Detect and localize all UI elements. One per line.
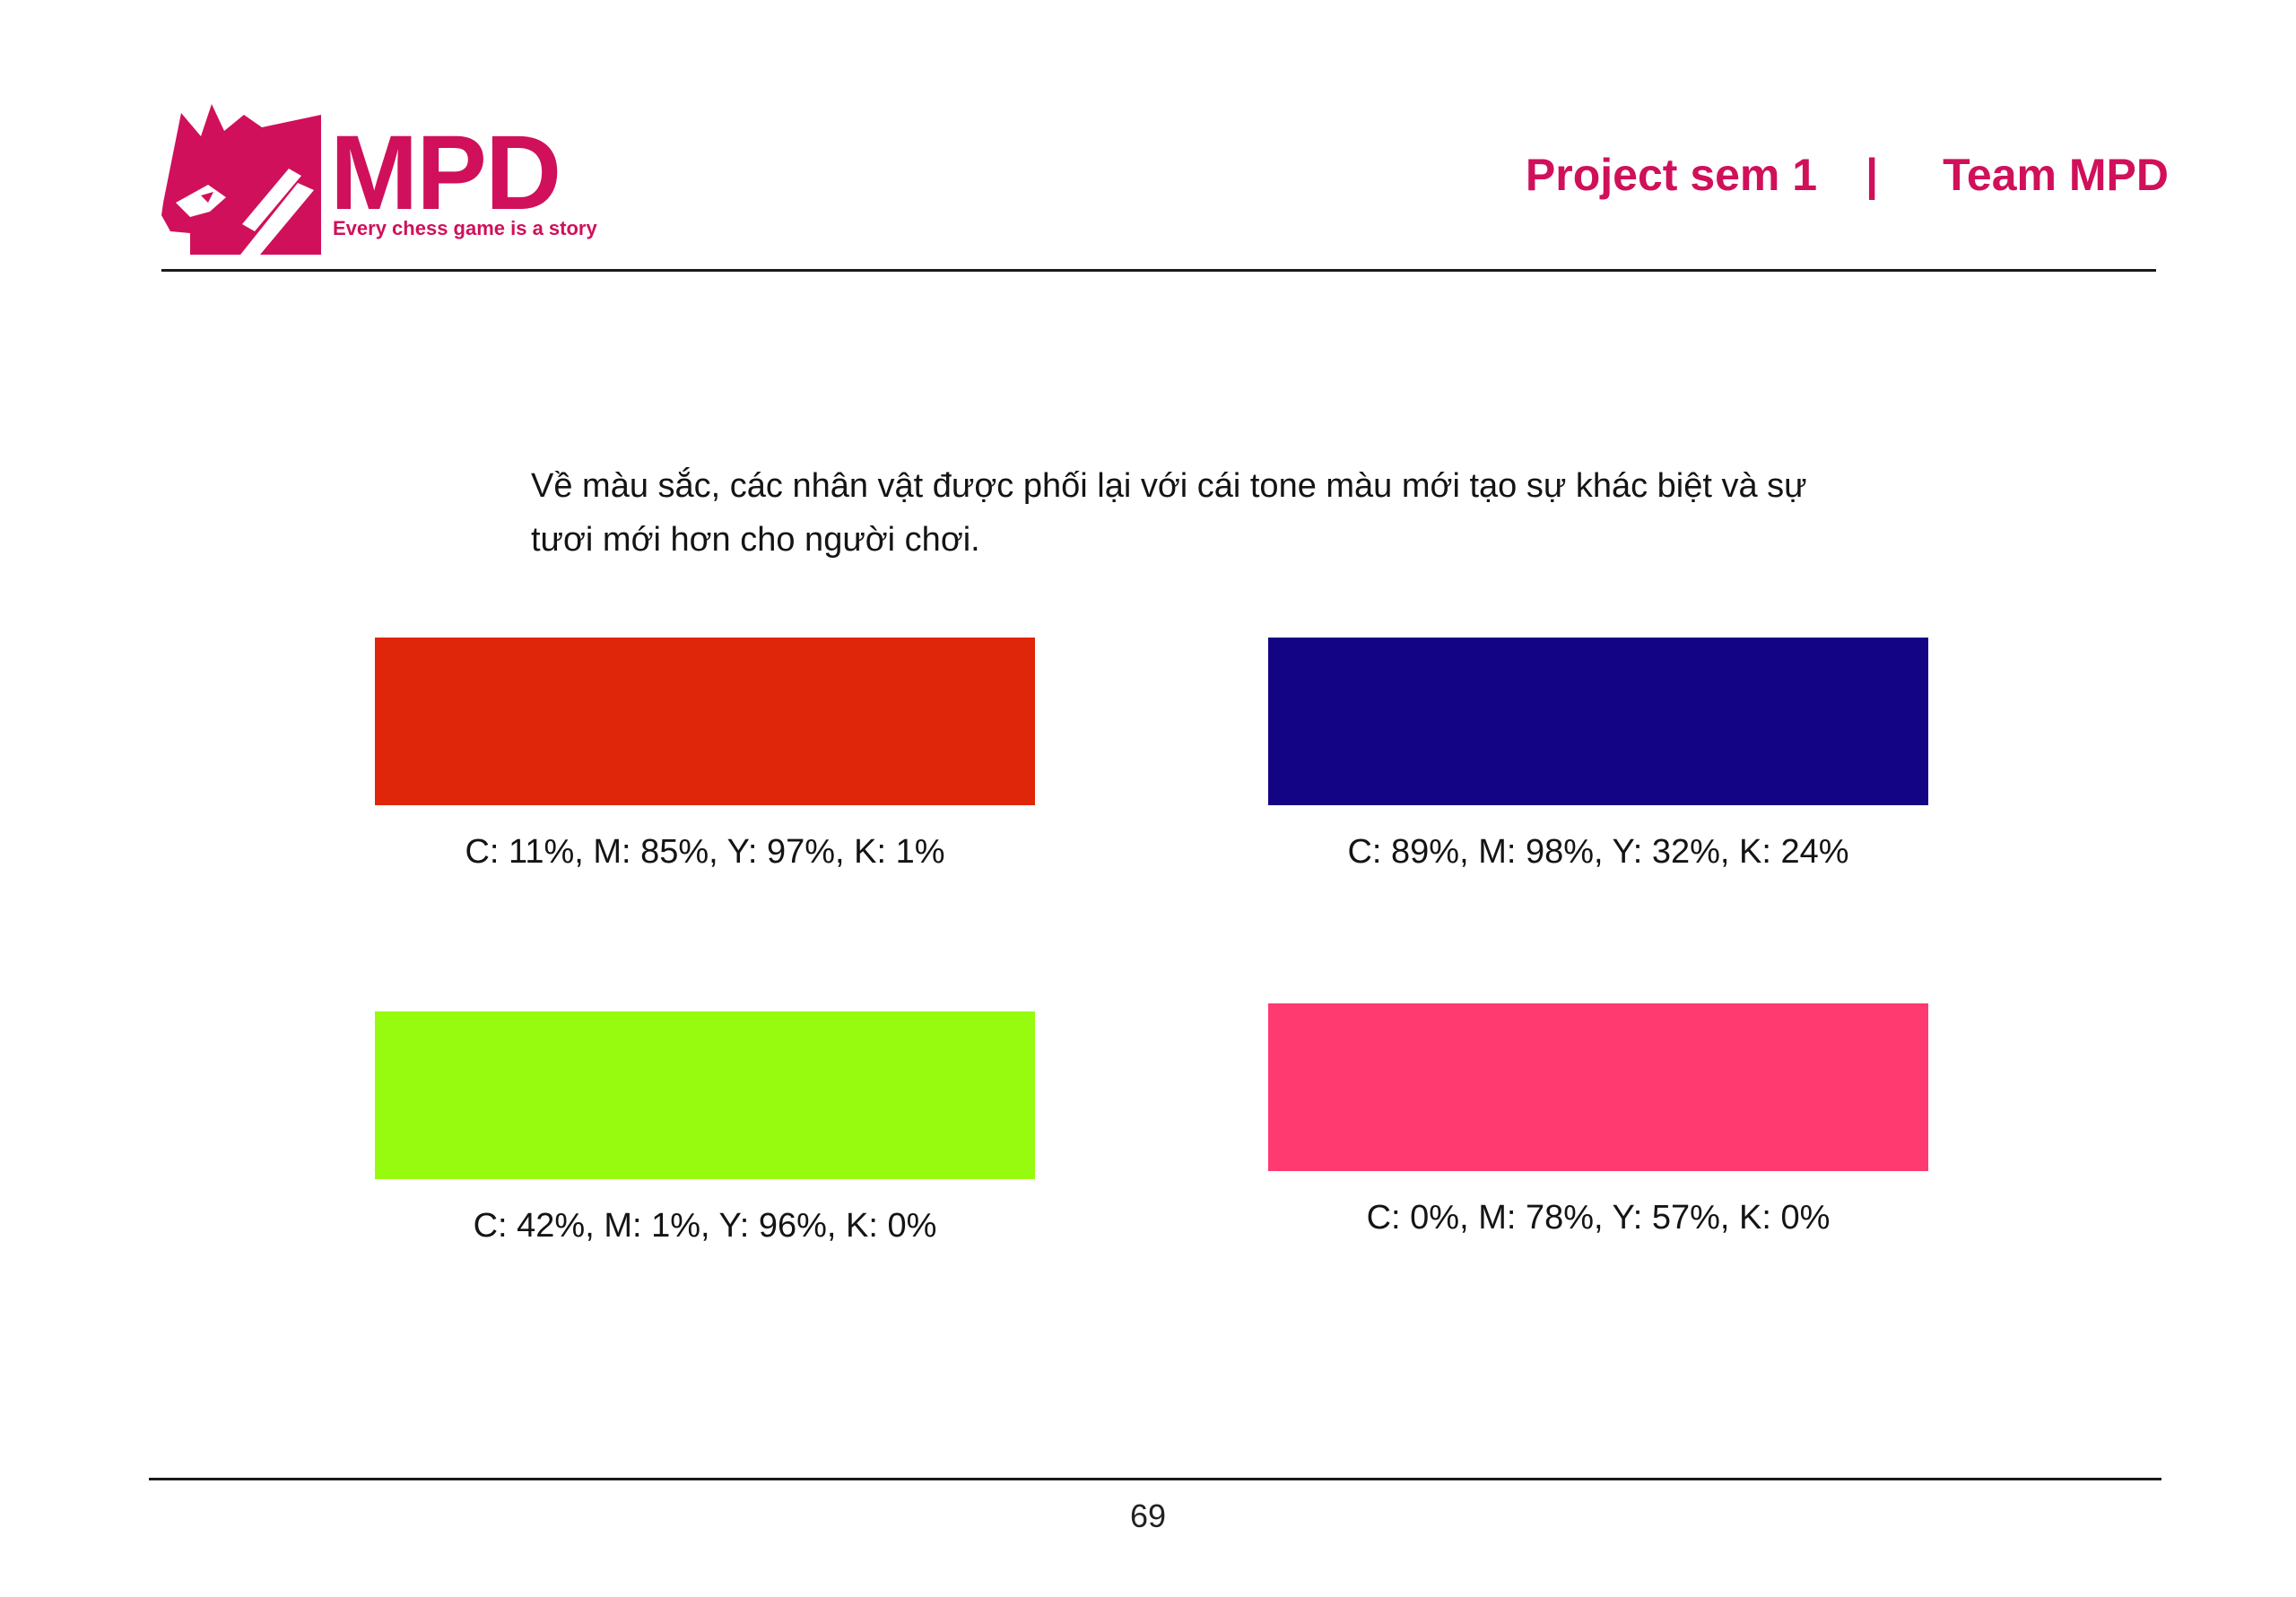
- swatch-fill: [1268, 638, 1928, 805]
- cmyk-label: C: 0%, M: 78%, Y: 57%, K: 0%: [1366, 1199, 1831, 1237]
- color-swatch-navy: C: 89%, M: 98%, Y: 32%, K: 24%: [1268, 638, 1928, 872]
- color-swatch-lime: C: 42%, M: 1%, Y: 96%, K: 0%: [375, 1011, 1035, 1245]
- cmyk-label: C: 89%, M: 98%, Y: 32%, K: 24%: [1347, 833, 1849, 871]
- team-label: Team MPD: [1943, 150, 2169, 200]
- logo-tagline: Every chess game is a story: [333, 217, 597, 239]
- swatch-fill: [375, 1011, 1035, 1179]
- dragon-chess-logo-icon: [161, 104, 321, 255]
- cmyk-label: C: 11%, M: 85%, Y: 97%, K: 1%: [465, 833, 945, 871]
- color-swatch-pink: C: 0%, M: 78%, Y: 57%, K: 0%: [1268, 1003, 1928, 1237]
- header-title: Project sem 1 | Team MPD: [1526, 149, 2169, 201]
- header-divider: [161, 269, 2156, 272]
- mpd-logo: MPD Every chess game is a story: [154, 97, 597, 255]
- logo-wordmark: MPD: [330, 114, 561, 232]
- color-description-paragraph: Về màu sắc, các nhân vật được phối lại v…: [531, 467, 1807, 559]
- color-swatch-red: C: 11%, M: 85%, Y: 97%, K: 1%: [375, 638, 1035, 872]
- project-label: Project sem 1: [1525, 150, 1818, 200]
- cmyk-label: C: 42%, M: 1%, Y: 96%, K: 0%: [473, 1207, 937, 1245]
- swatch-fill: [1268, 1003, 1928, 1171]
- footer-divider: [149, 1478, 2161, 1480]
- swatch-fill: [375, 638, 1035, 805]
- page-number: 69: [1129, 1497, 1167, 1534]
- header-separator: |: [1866, 150, 1879, 200]
